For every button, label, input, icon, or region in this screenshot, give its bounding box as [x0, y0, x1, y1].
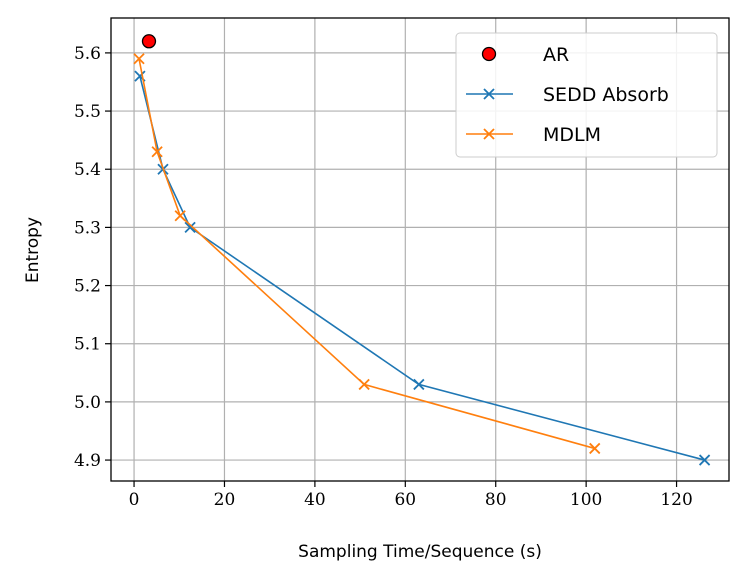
- data-point: [141, 34, 157, 49]
- x-tick-label: 100: [570, 490, 602, 510]
- y-tick-label: 5.4: [74, 160, 101, 180]
- data-point: [413, 378, 425, 391]
- x-tick-label: 120: [660, 490, 692, 510]
- y-tick-label: 5.5: [74, 102, 101, 122]
- y-tick-label: 5.2: [74, 277, 101, 297]
- y-tick-label: 5.6: [74, 44, 101, 64]
- data-point: [184, 221, 196, 234]
- data-point: [358, 378, 370, 391]
- series-layer: [133, 34, 711, 466]
- data-point: [151, 146, 163, 158]
- data-point: [174, 210, 186, 222]
- legend-label: MDLM: [543, 124, 601, 146]
- x-tick-label: 40: [304, 490, 326, 510]
- ticks: 0 20 40 60 80 100 120 4.9 5.0 5.1 5.2 5.3 5.4 5.5 5.6: [74, 44, 693, 510]
- y-axis-label: Entropy: [23, 217, 43, 283]
- x-axis-label: Sampling Time/Sequence (s): [298, 542, 542, 562]
- series-ar: [141, 34, 157, 49]
- legend-entry: MDLM: [466, 124, 601, 146]
- series-mdlm: [133, 53, 601, 455]
- legend-marker: [481, 46, 497, 62]
- x-tick-label: 80: [485, 490, 507, 510]
- legend-entry: SEDD Absorb: [466, 84, 669, 106]
- x-tick-label: 20: [214, 490, 236, 510]
- legend-entry: AR: [481, 44, 569, 66]
- y-tick-label: 5.1: [74, 335, 101, 355]
- legend-label: AR: [543, 44, 569, 66]
- x-tick-label: 0: [129, 490, 140, 510]
- y-tick-label: 5.3: [74, 218, 101, 238]
- y-tick-label: 4.9: [74, 451, 101, 471]
- x-tick-label: 60: [394, 490, 416, 510]
- series-sedd-absorb: [134, 70, 711, 466]
- legend: AR SEDD Absorb MDLM: [455, 32, 718, 158]
- data-point: [698, 454, 711, 466]
- data-point: [589, 442, 601, 455]
- legend-box: [455, 32, 718, 158]
- legend-label: SEDD Absorb: [543, 84, 669, 106]
- data-point: [133, 53, 145, 65]
- legend-marker: [483, 88, 495, 100]
- plot-frame: [110, 17, 730, 482]
- legend-marker: [483, 128, 495, 140]
- y-tick-label: 5.0: [74, 393, 101, 413]
